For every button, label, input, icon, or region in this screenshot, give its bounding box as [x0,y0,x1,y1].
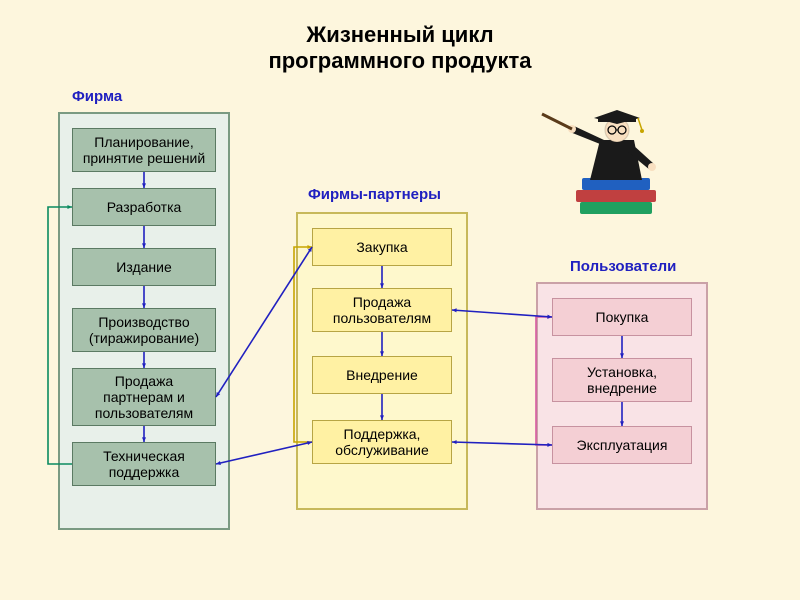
group-label-users: Пользователи [570,258,676,275]
node-sellusr: Продажапользователям [312,288,452,332]
node-implant: Внедрение [312,356,452,394]
group-label-firm: Фирма [72,88,122,105]
node-sale: Продажапартнерам ипользователям [72,368,216,426]
node-purchase: Закупка [312,228,452,266]
page-title-line2: программного продукта [0,48,800,74]
page-title-line1: Жизненный цикл [0,22,800,48]
node-dev: Разработка [72,188,216,226]
node-install: Установка,внедрение [552,358,692,402]
node-buy: Покупка [552,298,692,336]
node-prod: Производство(тиражирование) [72,308,216,352]
group-label-partners: Фирмы-партнеры [308,186,441,203]
node-publish: Издание [72,248,216,286]
node-support: Техническаяподдержка [72,442,216,486]
node-exploit: Эксплуатация [552,426,692,464]
node-maint: Поддержка,обслуживание [312,420,452,464]
mascot-icon [542,110,656,214]
node-plan: Планирование,принятие решений [72,128,216,172]
